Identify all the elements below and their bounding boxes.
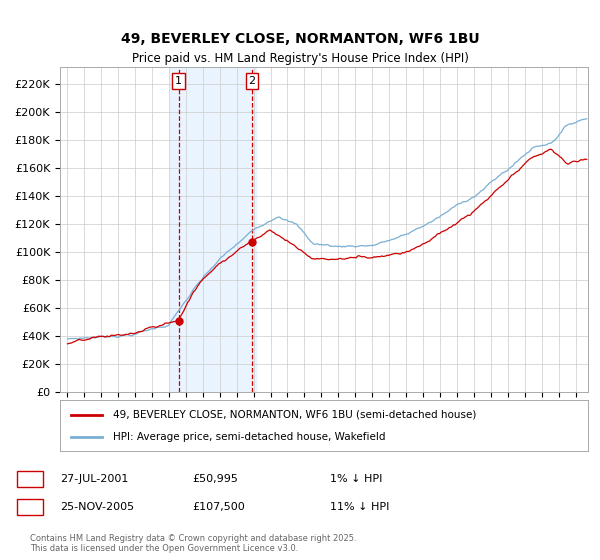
Text: 49, BEVERLEY CLOSE, NORMANTON, WF6 1BU: 49, BEVERLEY CLOSE, NORMANTON, WF6 1BU <box>121 32 479 46</box>
Text: £107,500: £107,500 <box>192 502 245 512</box>
Text: 27-JUL-2001: 27-JUL-2001 <box>60 474 128 484</box>
Text: Contains HM Land Registry data © Crown copyright and database right 2025.
This d: Contains HM Land Registry data © Crown c… <box>30 534 356 553</box>
Text: 2: 2 <box>26 502 34 512</box>
Text: 11% ↓ HPI: 11% ↓ HPI <box>330 502 389 512</box>
Text: £50,995: £50,995 <box>192 474 238 484</box>
Text: 1: 1 <box>175 76 182 86</box>
Text: 1: 1 <box>26 474 34 484</box>
Text: Price paid vs. HM Land Registry's House Price Index (HPI): Price paid vs. HM Land Registry's House … <box>131 52 469 66</box>
Bar <box>170 67 256 392</box>
Text: HPI: Average price, semi-detached house, Wakefield: HPI: Average price, semi-detached house,… <box>113 432 385 442</box>
Text: 2: 2 <box>248 76 256 86</box>
Text: 49, BEVERLEY CLOSE, NORMANTON, WF6 1BU (semi-detached house): 49, BEVERLEY CLOSE, NORMANTON, WF6 1BU (… <box>113 409 476 419</box>
Text: 1% ↓ HPI: 1% ↓ HPI <box>330 474 382 484</box>
Text: 25-NOV-2005: 25-NOV-2005 <box>60 502 134 512</box>
